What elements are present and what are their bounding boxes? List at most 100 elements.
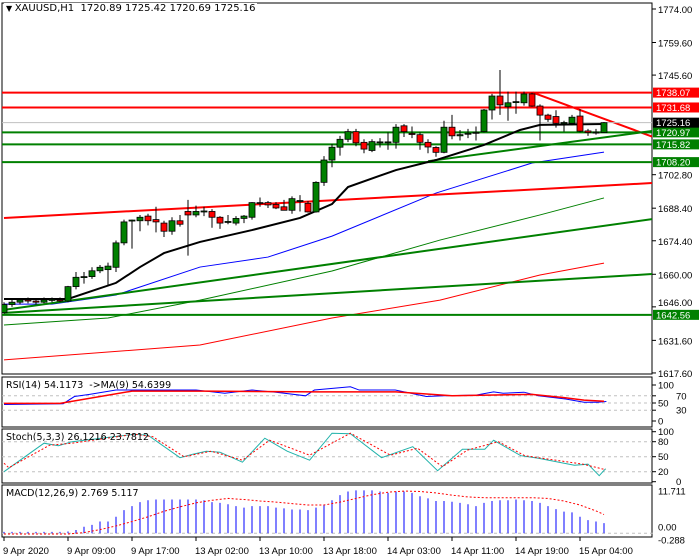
candle-body	[64, 286, 72, 302]
candle	[80, 271, 88, 284]
candle	[456, 130, 464, 141]
candle	[184, 199, 192, 256]
support-price-tag-bg	[653, 157, 699, 168]
candle-body	[320, 159, 328, 183]
candle-body	[600, 122, 608, 133]
candle-body	[424, 141, 432, 148]
candle-body	[416, 134, 424, 143]
candle-body	[160, 222, 168, 232]
candle-body	[40, 299, 48, 303]
candle	[200, 206, 208, 217]
candle-body	[592, 131, 600, 134]
candle	[368, 139, 376, 153]
candle	[232, 216, 240, 226]
candle	[544, 113, 552, 122]
candle	[240, 214, 248, 224]
stoch-label: Stoch(5,3,3) 26.1216 23.7812	[6, 432, 150, 443]
candle	[2, 302, 8, 314]
main-plot	[2, 69, 652, 361]
candle	[192, 205, 200, 218]
candle-body	[152, 219, 160, 223]
support-trendline	[3, 273, 652, 314]
candle-body	[304, 202, 312, 213]
candle	[168, 217, 176, 235]
time-label: 14 Apr 11:00	[451, 546, 504, 557]
candle	[160, 220, 168, 238]
candle-body	[344, 131, 352, 140]
stoch-tick-label: 50	[658, 452, 669, 463]
candle	[416, 132, 424, 150]
candle	[384, 132, 392, 150]
candle-body	[384, 141, 392, 144]
candle-body	[328, 146, 336, 161]
candle-body	[120, 221, 128, 244]
macd-tick-label: -0.288	[658, 535, 685, 546]
time-label: 15 Apr 04:00	[579, 546, 633, 557]
time-label: 9 Apr 17:00	[131, 546, 180, 557]
resistance-price-tag-bg	[653, 87, 699, 98]
candle-body	[336, 138, 344, 148]
candle	[496, 69, 504, 115]
price-tick-label: 1688.40	[658, 204, 692, 215]
candle	[104, 262, 112, 286]
candle	[312, 181, 320, 213]
candle	[280, 199, 288, 211]
candle-body	[448, 126, 456, 137]
candle	[288, 196, 296, 214]
candle-body	[136, 216, 144, 222]
candle	[552, 110, 560, 128]
price-tick-label: 1617.60	[658, 369, 692, 380]
candle	[592, 128, 600, 135]
price-tick-label: 1631.60	[658, 336, 692, 347]
candle	[352, 128, 360, 147]
candle-body	[24, 299, 32, 302]
current-price-tag-bg	[653, 117, 699, 128]
candle-body	[104, 265, 112, 271]
candle	[272, 202, 280, 210]
candle	[472, 126, 480, 141]
candle	[400, 124, 408, 137]
candle-body	[360, 141, 368, 150]
candle	[336, 135, 344, 156]
candle	[304, 200, 312, 213]
ohlc-readout: 1720.89 1725.42 1720.69 1725.16	[80, 3, 256, 14]
candle-body	[72, 276, 80, 288]
candle	[440, 120, 448, 154]
candle	[152, 206, 160, 233]
candle-body	[264, 202, 272, 206]
time-label: 13 Apr 10:00	[259, 546, 313, 557]
candle-body	[184, 211, 192, 216]
candle	[536, 104, 544, 141]
candle-body	[208, 211, 216, 218]
macd-panel	[1, 484, 653, 538]
candle	[144, 213, 152, 226]
ma200-line	[3, 262, 605, 361]
candle-body	[96, 266, 104, 272]
candle	[24, 297, 32, 304]
rsi-tick-label: 50	[658, 399, 669, 410]
time-label: 9 Apr 2020	[3, 546, 49, 557]
candle	[72, 271, 80, 290]
resistance-price-tag-bg	[653, 102, 699, 113]
candle-body	[240, 215, 248, 219]
candle-body	[576, 115, 584, 132]
support-price-tag-bg	[653, 127, 699, 138]
candle-body	[504, 102, 512, 108]
macd-tick-label: 11.711	[658, 486, 686, 497]
candle	[408, 126, 416, 139]
candle	[16, 298, 24, 305]
candle	[392, 124, 400, 149]
candle	[512, 91, 520, 114]
candle-body	[584, 130, 592, 133]
stoch-tick-label: 100	[658, 427, 674, 438]
candle-body	[528, 93, 536, 107]
candle-body	[88, 270, 96, 278]
chart-title: ▼ XAUUSD,H1 1720.89 1725.42 1720.69 1725…	[4, 3, 258, 14]
candle-body	[552, 116, 560, 124]
support-price-tag: 1715.82	[656, 140, 690, 151]
support-trendline	[3, 218, 652, 311]
candle-body	[560, 122, 568, 124]
candle-body	[248, 202, 256, 218]
candle-body	[568, 116, 576, 124]
